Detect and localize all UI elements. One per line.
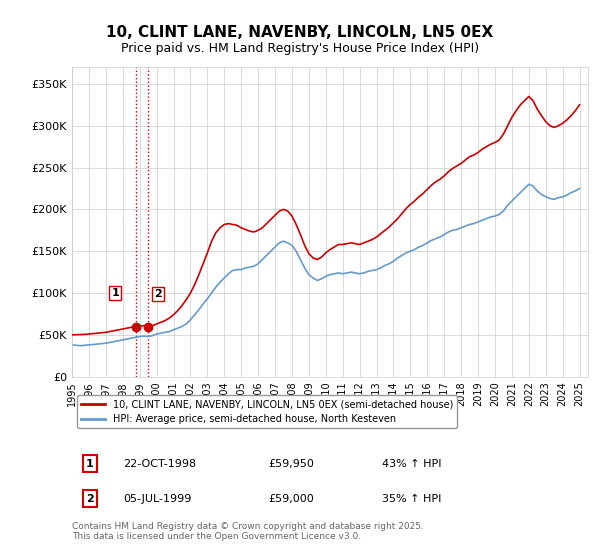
Text: 43% ↑ HPI: 43% ↑ HPI [382,459,441,469]
Text: 2: 2 [154,289,161,298]
Text: 05-JUL-1999: 05-JUL-1999 [124,493,192,503]
Text: 1: 1 [86,459,94,469]
Text: Price paid vs. HM Land Registry's House Price Index (HPI): Price paid vs. HM Land Registry's House … [121,42,479,55]
Text: 10, CLINT LANE, NAVENBY, LINCOLN, LN5 0EX: 10, CLINT LANE, NAVENBY, LINCOLN, LN5 0E… [106,25,494,40]
Text: 22-OCT-1998: 22-OCT-1998 [124,459,197,469]
Text: £59,000: £59,000 [268,493,314,503]
Text: 35% ↑ HPI: 35% ↑ HPI [382,493,441,503]
Text: 2: 2 [86,493,94,503]
Legend: 10, CLINT LANE, NAVENBY, LINCOLN, LN5 0EX (semi-detached house), HPI: Average pr: 10, CLINT LANE, NAVENBY, LINCOLN, LN5 0E… [77,395,457,428]
Text: £59,950: £59,950 [268,459,314,469]
Text: 1: 1 [112,288,119,298]
Text: Contains HM Land Registry data © Crown copyright and database right 2025.
This d: Contains HM Land Registry data © Crown c… [72,522,424,541]
